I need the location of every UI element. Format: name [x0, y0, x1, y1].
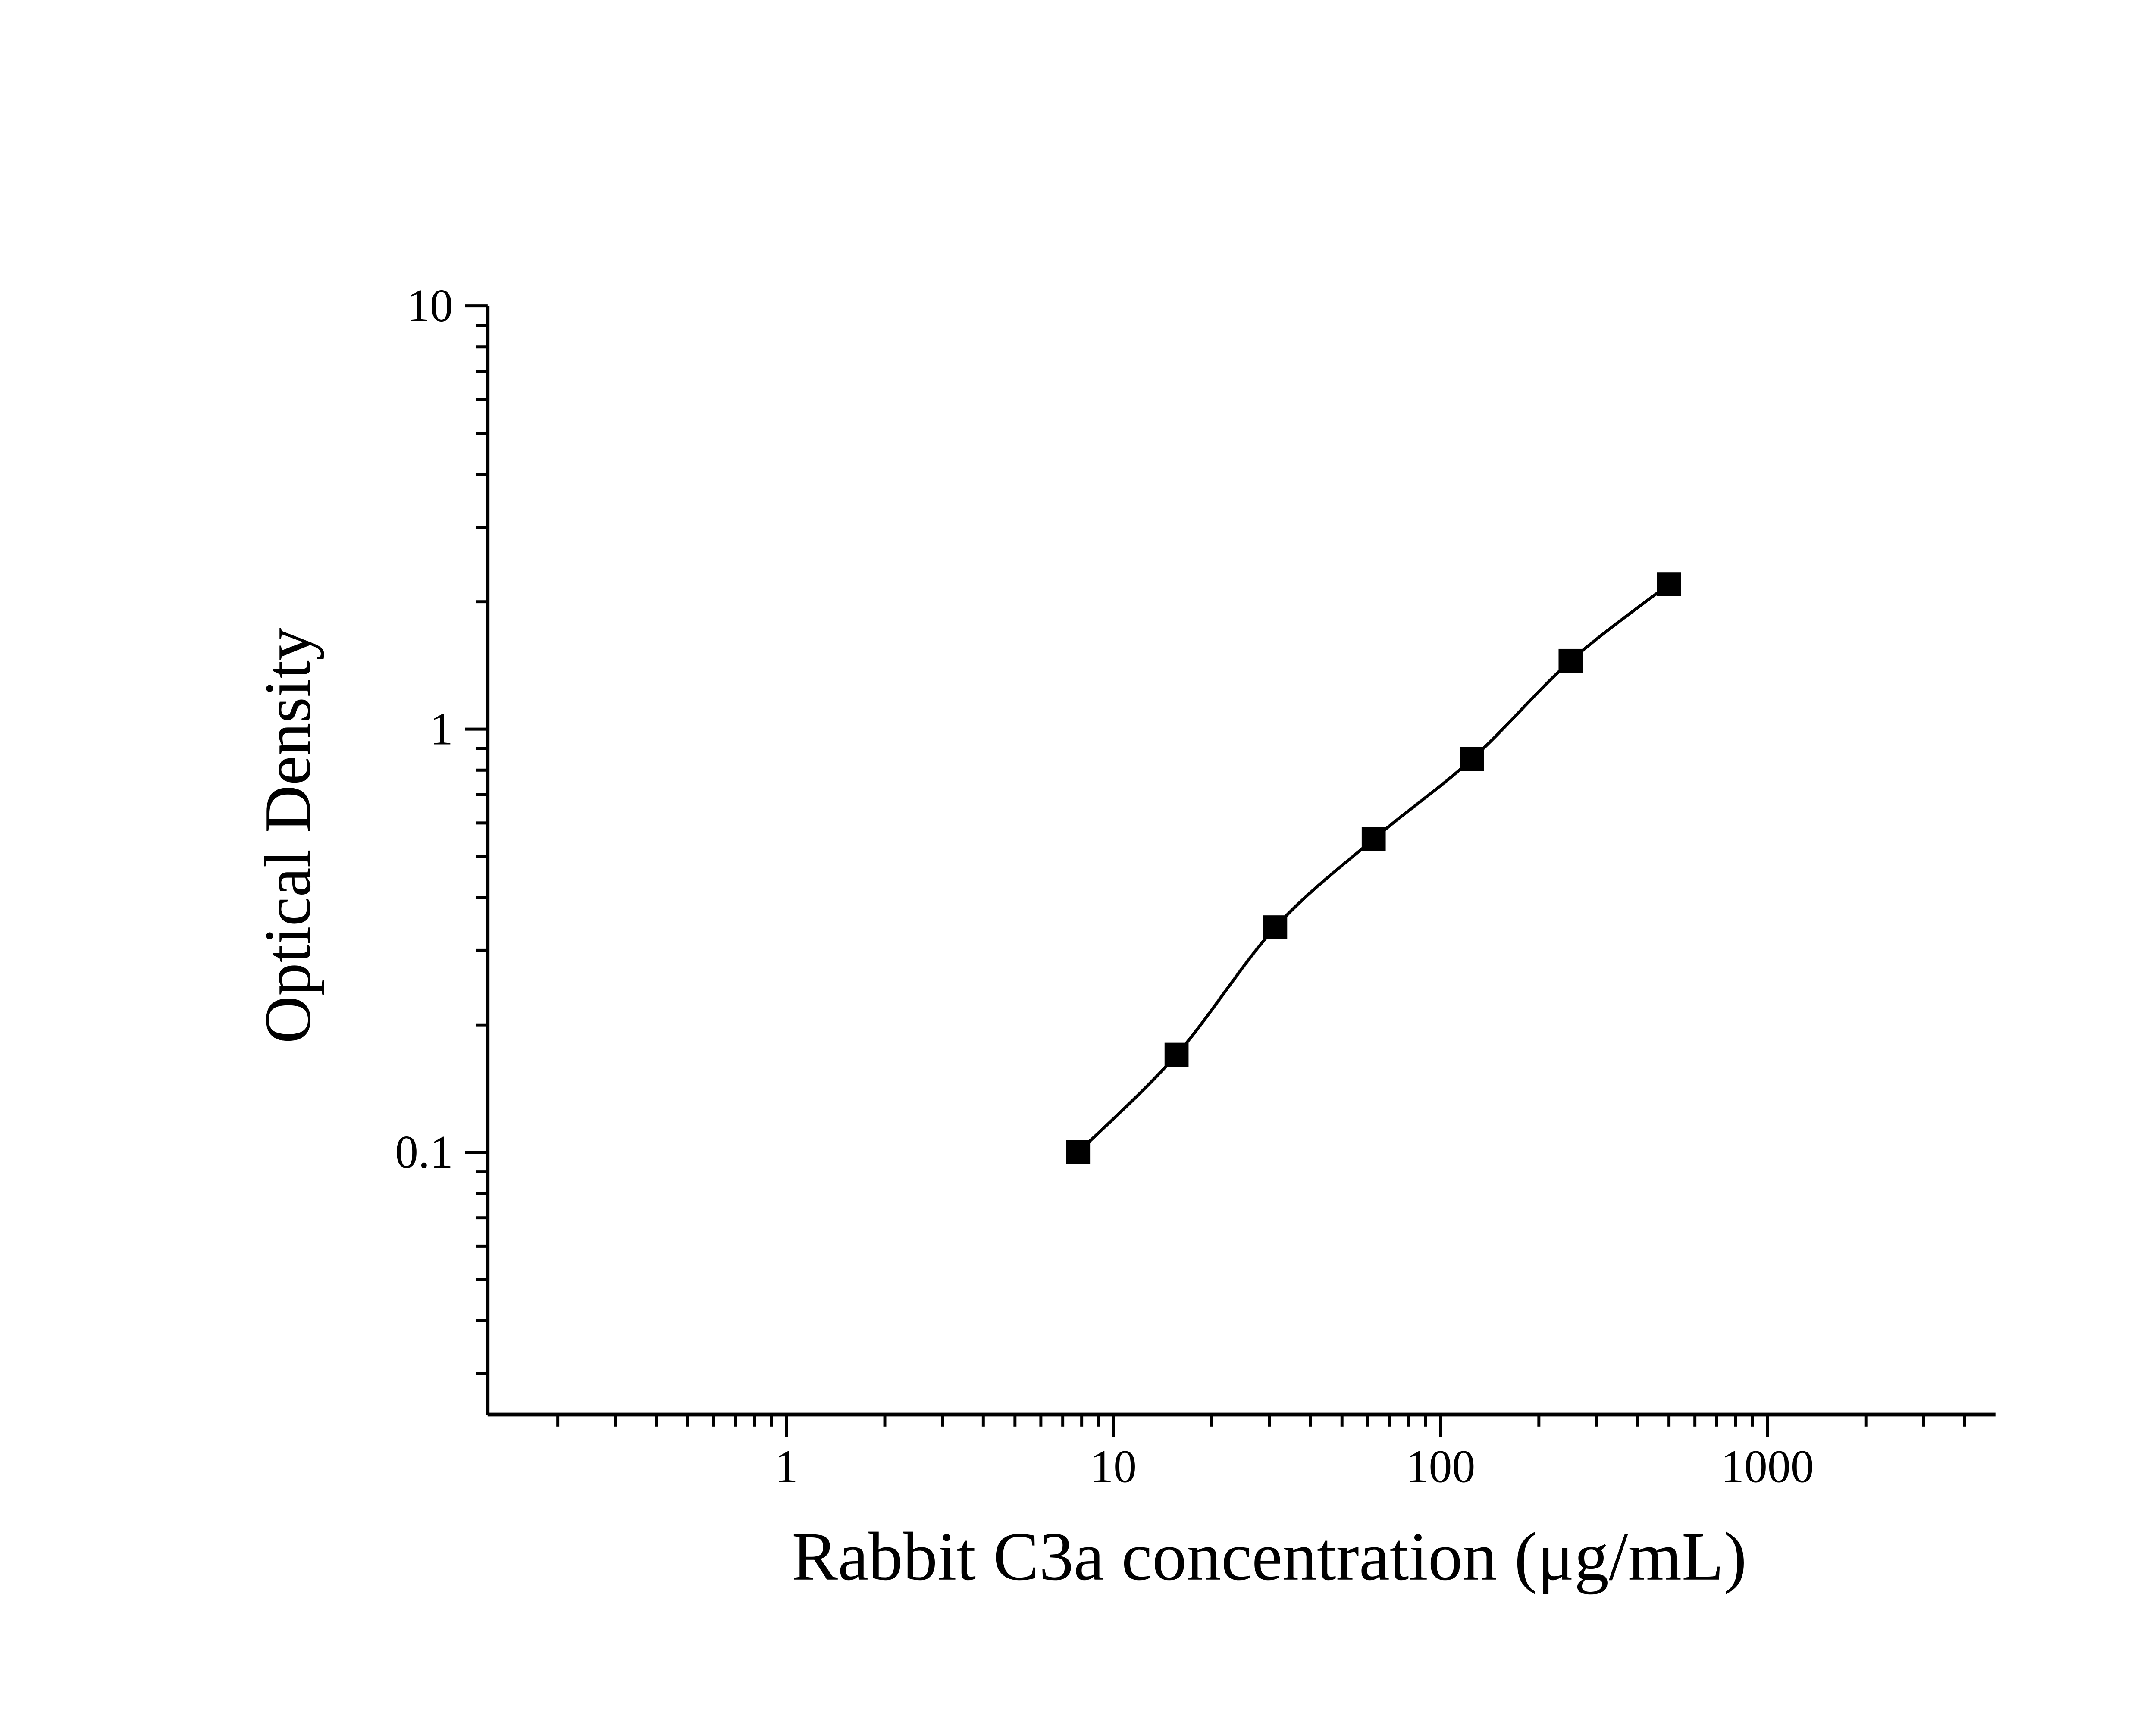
- x-axis-title: Rabbit C3a concentration (μg/mL): [792, 1518, 1747, 1595]
- x-tick-label: 1000: [1721, 1441, 1814, 1493]
- x-tick-label: 10: [1090, 1441, 1137, 1493]
- y-axis-title: Optical Density: [252, 627, 325, 1043]
- x-tick-label: 1: [775, 1441, 798, 1493]
- y-tick-label: 1: [430, 704, 453, 755]
- y-tick-label: 0.1: [395, 1127, 453, 1178]
- data-point-marker: [1657, 572, 1681, 596]
- data-point-marker: [1263, 915, 1288, 939]
- data-point-marker: [1361, 827, 1386, 851]
- axes: 1 10 100 1000 0.1 1 10: [395, 280, 1996, 1493]
- data-point-marker: [1066, 1140, 1091, 1164]
- data-point-marker: [1558, 648, 1583, 673]
- data-point-marker: [1164, 1042, 1189, 1067]
- data-point-marker: [1460, 747, 1484, 771]
- y-tick-label: 10: [407, 280, 453, 332]
- x-tick-label: 100: [1406, 1441, 1476, 1493]
- data-series: [1066, 572, 1681, 1164]
